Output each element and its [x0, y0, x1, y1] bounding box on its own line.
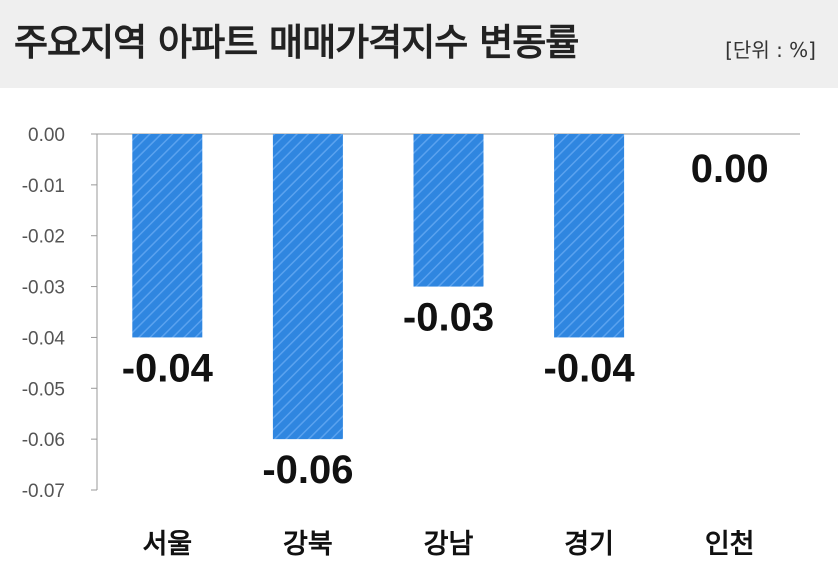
chart-header: 주요지역 아파트 매매가격지수 변동률 [단위 : %] — [0, 0, 838, 88]
y-tick-label: -0.03 — [22, 278, 65, 299]
data-label: -0.04 — [122, 346, 214, 390]
bar-2 — [272, 134, 343, 440]
data-label: -0.03 — [403, 296, 494, 340]
data-label: 0.00 — [691, 147, 769, 191]
data-label: -0.04 — [544, 346, 636, 390]
category-label: 강북 — [283, 529, 333, 560]
category-label: 인천 — [705, 529, 755, 560]
y-tick-label: -0.07 — [22, 481, 65, 502]
y-tick-label: -0.01 — [22, 176, 65, 197]
category-label: 서울 — [142, 529, 192, 560]
y-tick-label: 0.00 — [28, 125, 65, 146]
unit-label: [단위 : %] — [725, 38, 816, 62]
y-tick-label: -0.04 — [22, 328, 66, 349]
category-label: 경기 — [564, 529, 614, 560]
y-tick-label: -0.06 — [22, 430, 65, 451]
category-label: 강남 — [424, 529, 474, 560]
bar-1 — [132, 134, 203, 338]
chart-title: 주요지역 아파트 매매가격지수 변동률 — [14, 21, 579, 64]
y-tick-label: -0.05 — [22, 379, 65, 400]
bar-3 — [413, 134, 484, 287]
y-tick-label: -0.02 — [22, 227, 65, 248]
bar-4 — [554, 134, 625, 338]
data-label: -0.06 — [262, 448, 353, 492]
